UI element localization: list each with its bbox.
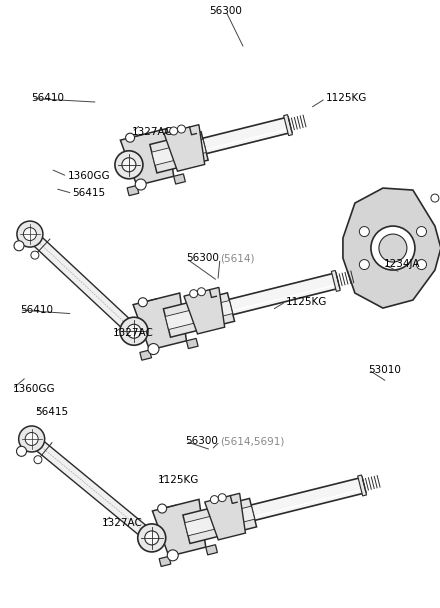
Polygon shape [127,185,139,196]
Circle shape [125,133,135,142]
Polygon shape [185,506,255,536]
Circle shape [431,194,439,202]
Polygon shape [117,117,292,175]
Text: 56410: 56410 [20,305,53,315]
Text: 56415: 56415 [35,407,68,417]
Polygon shape [121,128,174,185]
Circle shape [198,288,205,295]
Circle shape [115,151,143,179]
Circle shape [379,234,407,262]
Text: 1360GG: 1360GG [67,171,110,181]
Circle shape [31,251,39,259]
Circle shape [127,324,141,338]
Circle shape [190,289,198,298]
Circle shape [18,426,45,452]
Polygon shape [133,293,187,350]
Polygon shape [205,493,246,540]
Text: 56300: 56300 [209,6,242,16]
Text: 56300: 56300 [186,254,219,263]
Polygon shape [26,230,138,336]
Text: 1125KG: 1125KG [158,475,199,485]
Polygon shape [343,188,440,308]
Text: (5614,5691): (5614,5691) [220,437,284,446]
Text: 1125KG: 1125KG [286,297,327,306]
Text: 56415: 56415 [73,188,106,198]
Polygon shape [183,499,257,544]
Circle shape [138,524,166,552]
Text: 56300: 56300 [186,437,219,446]
Circle shape [135,179,146,190]
Circle shape [25,432,38,446]
Polygon shape [140,350,151,360]
Polygon shape [164,125,205,171]
Circle shape [210,496,218,503]
Polygon shape [150,132,208,173]
Polygon shape [152,139,206,165]
Circle shape [17,221,43,247]
Polygon shape [331,271,340,291]
Polygon shape [159,556,171,567]
Circle shape [138,298,147,306]
Circle shape [177,125,185,133]
Polygon shape [284,115,293,136]
Text: 1234JA: 1234JA [384,260,420,269]
Polygon shape [140,477,366,548]
Polygon shape [358,475,367,496]
Circle shape [218,494,226,502]
Circle shape [120,317,148,345]
Polygon shape [122,273,340,341]
Text: 1327AC: 1327AC [113,328,154,338]
Circle shape [359,260,369,269]
Polygon shape [163,293,235,337]
Polygon shape [187,339,198,348]
Polygon shape [152,499,206,556]
Circle shape [417,260,426,269]
Circle shape [167,550,178,561]
Circle shape [417,227,426,237]
Polygon shape [28,434,156,542]
Circle shape [359,227,369,237]
Text: 56410: 56410 [32,94,65,103]
Polygon shape [174,174,185,184]
Polygon shape [184,288,225,334]
Circle shape [170,127,178,135]
Circle shape [34,455,42,464]
Circle shape [23,227,37,241]
Circle shape [371,226,415,270]
Polygon shape [206,545,217,555]
Circle shape [158,504,167,513]
Text: 1327AC: 1327AC [102,518,143,528]
Circle shape [148,344,159,354]
Text: 1125KG: 1125KG [326,94,367,103]
Circle shape [145,531,159,545]
Text: 1327AC: 1327AC [132,127,173,137]
Text: (5614): (5614) [220,254,254,263]
Circle shape [122,158,136,172]
Circle shape [17,446,26,457]
Circle shape [14,241,24,250]
Text: 1360GG: 1360GG [12,384,55,394]
Polygon shape [165,300,233,330]
Text: 53010: 53010 [368,365,401,375]
